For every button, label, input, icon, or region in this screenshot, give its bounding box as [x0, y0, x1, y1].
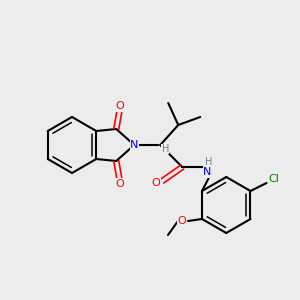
- Text: Cl: Cl: [268, 174, 279, 184]
- Text: N: N: [203, 167, 212, 177]
- Text: O: O: [116, 101, 124, 111]
- Text: H: H: [162, 144, 169, 154]
- Text: O: O: [152, 178, 161, 188]
- Text: O: O: [178, 216, 186, 226]
- Text: N: N: [130, 140, 138, 150]
- Text: H: H: [205, 157, 212, 167]
- Text: O: O: [116, 179, 124, 189]
